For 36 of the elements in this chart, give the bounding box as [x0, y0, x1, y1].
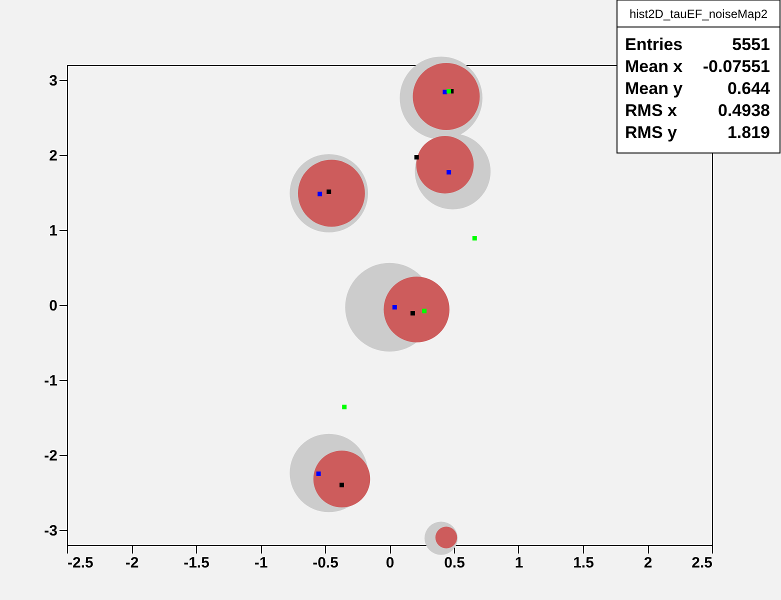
- text: Mean y 0.644: [625, 79, 770, 98]
- text: Mean x -0.07551: [625, 57, 770, 76]
- x-tick-label: -2: [125, 554, 139, 572]
- point: [410, 311, 415, 316]
- x-tick-label: 1.5: [573, 554, 594, 572]
- text: RMS y 1.819: [625, 123, 770, 142]
- y-tick-label: 2: [49, 148, 58, 164]
- point: [392, 305, 397, 310]
- point: [318, 192, 322, 196]
- x-tick-label: -1: [254, 554, 268, 572]
- point: [326, 190, 332, 194]
- x-tick-label: 1: [514, 554, 524, 572]
- y-tick-label: 3: [49, 72, 58, 90]
- x-tick-label: 0: [386, 554, 394, 572]
- x-tick-label: 2.5: [692, 554, 712, 572]
- chart-title: hist2D_tauEF_noiseMap2: [629, 7, 768, 21]
- y-tick-label: 0: [49, 298, 58, 314]
- point: [446, 89, 452, 94]
- x-tick-label: -0.5: [312, 554, 338, 572]
- point: [472, 236, 477, 240]
- point: [340, 482, 344, 488]
- point: [414, 155, 419, 160]
- y-tick-label: -1: [44, 372, 58, 390]
- point: [446, 170, 452, 174]
- y-tick-label: -3: [44, 522, 58, 540]
- x-tick-label: 2: [644, 554, 652, 572]
- point: [316, 472, 321, 476]
- x-tick-label: -2.5: [68, 554, 94, 572]
- x-tick-label: -1.5: [184, 554, 210, 572]
- text: RMS x 0.4938: [625, 101, 770, 120]
- x-tick-label: 0.5: [444, 554, 465, 572]
- point: [342, 404, 347, 410]
- y-tick-label: -2: [44, 448, 58, 464]
- text: Entries 5551: [625, 35, 770, 54]
- point: [422, 308, 427, 314]
- y-tick-label: 1: [49, 222, 58, 240]
